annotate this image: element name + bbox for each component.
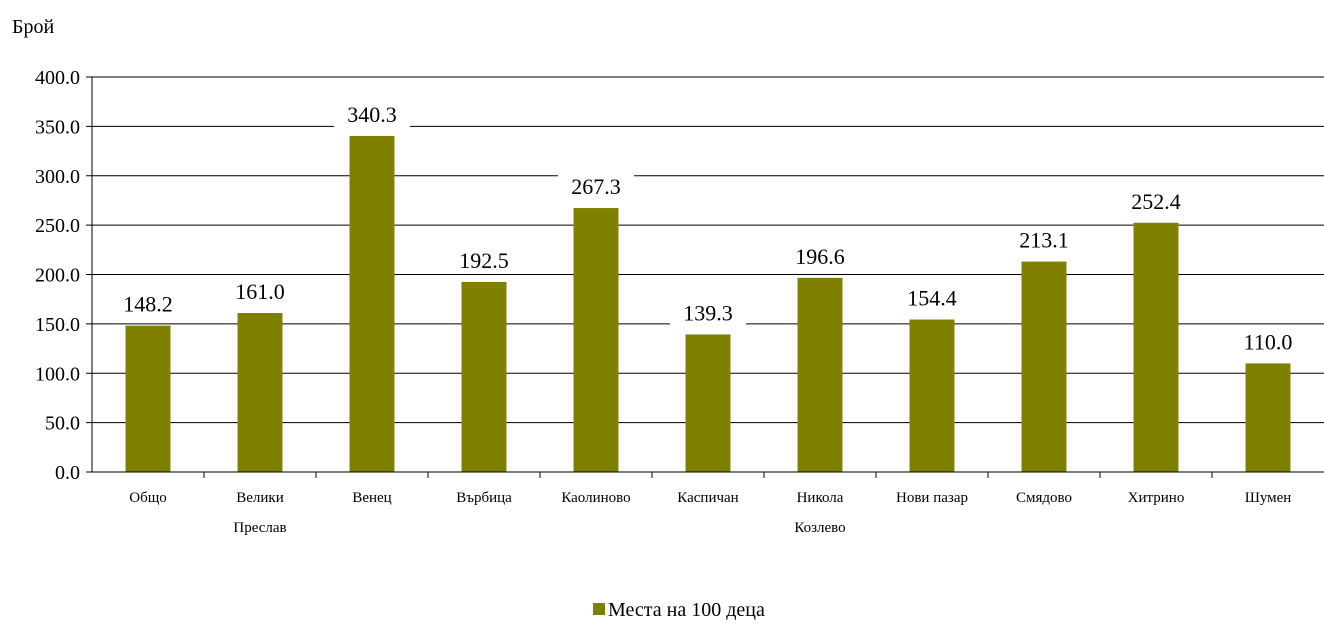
legend: Места на 100 деца: [593, 599, 765, 621]
value-label-bg: [110, 291, 186, 318]
y-tick-label: 400.0: [35, 67, 80, 89]
value-label: 252.4: [1131, 189, 1181, 214]
bar: [125, 325, 171, 472]
legend-swatch: [593, 603, 605, 615]
value-label-bg: [1118, 188, 1194, 215]
x-tick-label: Върбица: [456, 490, 512, 506]
value-label: 148.2: [123, 292, 173, 317]
y-tick-label: 50.0: [45, 413, 80, 435]
bar: [573, 208, 619, 472]
value-label: 154.4: [907, 286, 957, 311]
x-tick-label: Преслав: [233, 520, 286, 536]
x-tick-label: Каспичан: [677, 490, 738, 506]
value-label-bg: [670, 300, 746, 327]
value-label-bg: [1006, 227, 1082, 254]
y-tick-label: 350.0: [35, 116, 80, 138]
value-label: 213.1: [1019, 228, 1069, 253]
value-label: 110.0: [1244, 329, 1293, 354]
value-label: 340.3: [347, 102, 397, 127]
x-tick-label: Смядово: [1016, 490, 1072, 506]
y-axis-ticks: 0.0 50.0 100.0 150.0 200.0 250.0 300.0 350.0 400…: [35, 67, 92, 484]
y-tick-label: 150.0: [35, 314, 80, 336]
x-tick-label: Венец: [352, 490, 391, 506]
value-label-bg: [558, 174, 634, 201]
value-label: 161.0: [235, 279, 285, 304]
y-tick-label: 300.0: [35, 166, 80, 188]
bar: [685, 334, 731, 472]
value-label-bg: [334, 101, 410, 128]
value-label: 267.3: [571, 174, 621, 199]
y-tick-label: 250.0: [35, 215, 80, 237]
y-tick-label: 100.0: [35, 363, 80, 385]
bar: [797, 277, 843, 472]
legend-label: Места на 100 деца: [608, 599, 765, 621]
x-axis-labels: Общо Велики Преслав Венец Върбица Каолиново Ка…: [129, 490, 1291, 536]
x-tick-label: Велики: [236, 490, 284, 506]
value-labels: 148.2 161.0 340.3 192.5 267.3 139.3 196.6 154.4…: [110, 101, 1306, 356]
value-label-bg: [894, 285, 970, 312]
bar: [237, 313, 283, 472]
bar: [909, 319, 955, 472]
value-label-bg: [446, 247, 522, 274]
x-tick-label: Общо: [129, 490, 167, 506]
value-label: 192.5: [459, 248, 509, 273]
value-label-bg: [1230, 329, 1306, 356]
value-label: 139.3: [683, 300, 733, 325]
x-tick-label: Никола: [797, 490, 844, 506]
bar: [349, 135, 395, 473]
value-label-bg: [782, 243, 858, 270]
x-tick-label: Хитрино: [1128, 490, 1185, 506]
value-label-bg: [222, 279, 298, 306]
x-tick-label: Каолиново: [561, 490, 630, 506]
bar: [1133, 222, 1179, 472]
y-axis-title: Брой: [12, 16, 54, 38]
bar: [461, 281, 507, 472]
bar: [1021, 261, 1067, 472]
value-label: 196.6: [795, 244, 845, 269]
axes: [91, 77, 1324, 478]
y-tick-label: 200.0: [35, 265, 80, 287]
y-tick-label: 0.0: [55, 462, 80, 484]
bar: [1245, 363, 1291, 472]
x-tick-label: Козлево: [794, 520, 845, 536]
bars: [125, 135, 1291, 473]
x-tick-label: Шумен: [1245, 490, 1292, 506]
x-tick-label: Нови пазар: [896, 490, 968, 506]
